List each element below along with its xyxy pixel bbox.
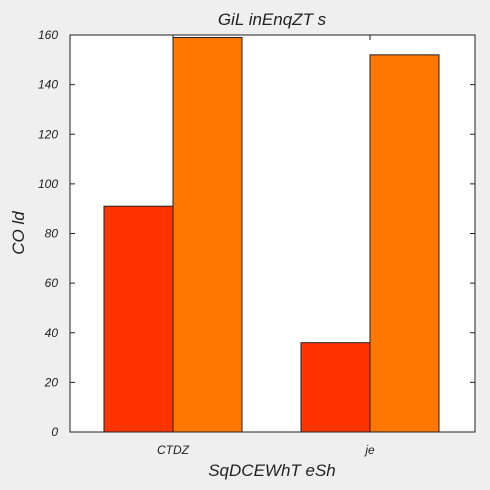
y-tick-label-0: 0 [51, 425, 58, 439]
y-tick-label-60: 60 [45, 276, 59, 290]
chart-title: GiL inEnqZT s [218, 10, 327, 29]
bar-je-series-2 [369, 54, 440, 433]
y-tick-label-100: 100 [38, 177, 58, 191]
y-tick-label-40: 40 [45, 326, 59, 340]
y-tick-label-160: 160 [38, 28, 58, 42]
y-tick-label-140: 140 [38, 78, 58, 92]
y-tick-label-80: 80 [45, 227, 59, 241]
bar-ctdz-series-2 [172, 36, 243, 433]
bars-group [103, 36, 440, 433]
y-tick-label-20: 20 [44, 375, 59, 389]
x-axis-label: SqDCEWhT eSh [208, 461, 336, 480]
bar-je-series-1 [300, 342, 371, 433]
y-tick-label-120: 120 [38, 127, 58, 141]
bar-ctdz-series-1 [103, 205, 174, 433]
plot-frame [69, 34, 476, 433]
y-axis-label: CO ld [9, 211, 28, 255]
x-tick-label-ctdz: CTDZ [157, 443, 190, 457]
ticks-group: CTDZ je 0 20 40 60 80 100 120 140 160 [38, 28, 475, 457]
x-tick-label-je: je [363, 443, 375, 457]
